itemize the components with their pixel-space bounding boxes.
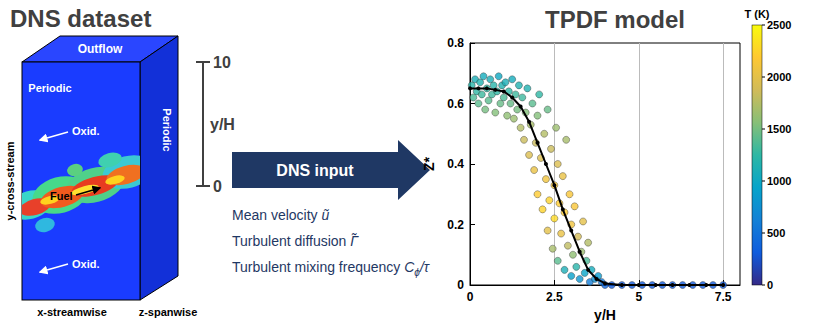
- svg-text:x-streamwise: x-streamwise: [37, 306, 107, 318]
- svg-text:Outflow: Outflow: [78, 42, 123, 56]
- svg-text:1500: 1500: [767, 123, 791, 135]
- svg-text:5: 5: [635, 290, 642, 304]
- svg-text:Z*: Z*: [421, 156, 437, 171]
- svg-text:0.2: 0.2: [447, 218, 464, 232]
- svg-text:y/H: y/H: [210, 116, 235, 133]
- svg-text:0: 0: [457, 278, 464, 292]
- svg-text:TPDF model: TPDF model: [545, 6, 685, 33]
- svg-text:T (K): T (K): [744, 8, 769, 20]
- svg-text:2500: 2500: [767, 19, 791, 31]
- svg-text:DNS dataset: DNS dataset: [10, 5, 151, 32]
- svg-text:0: 0: [467, 290, 474, 304]
- svg-text:Oxid.: Oxid.: [72, 258, 100, 270]
- svg-text:2.5: 2.5: [546, 290, 563, 304]
- svg-text:Oxid.: Oxid.: [72, 125, 100, 137]
- svg-text:Turbulent diffusion Γ̃: Turbulent diffusion Γ̃: [232, 233, 359, 249]
- svg-text:y-cross-stream: y-cross-stream: [4, 141, 16, 220]
- svg-text:500: 500: [767, 227, 785, 239]
- svg-text:z-spanwise: z-spanwise: [139, 306, 198, 318]
- svg-text:Mean velocity ũ: Mean velocity ũ: [232, 207, 329, 223]
- svg-text:0.6: 0.6: [447, 97, 464, 111]
- svg-text:y/H: y/H: [594, 307, 616, 323]
- svg-text:7.5: 7.5: [715, 290, 732, 304]
- svg-text:Turbulent mixing frequency Cϕ/: Turbulent mixing frequency Cϕ/τ: [232, 259, 430, 278]
- svg-text:0: 0: [213, 178, 222, 195]
- svg-text:Periodic: Periodic: [161, 108, 173, 151]
- svg-text:0: 0: [767, 279, 773, 291]
- svg-text:1000: 1000: [767, 175, 791, 187]
- svg-text:0.4: 0.4: [447, 157, 464, 171]
- svg-text:10: 10: [213, 54, 231, 71]
- svg-text:Fuel: Fuel: [50, 190, 73, 202]
- svg-text:Periodic: Periodic: [28, 82, 71, 94]
- svg-text:0.8: 0.8: [447, 36, 464, 50]
- svg-text:2000: 2000: [767, 71, 791, 83]
- svg-text:DNS input: DNS input: [276, 162, 354, 179]
